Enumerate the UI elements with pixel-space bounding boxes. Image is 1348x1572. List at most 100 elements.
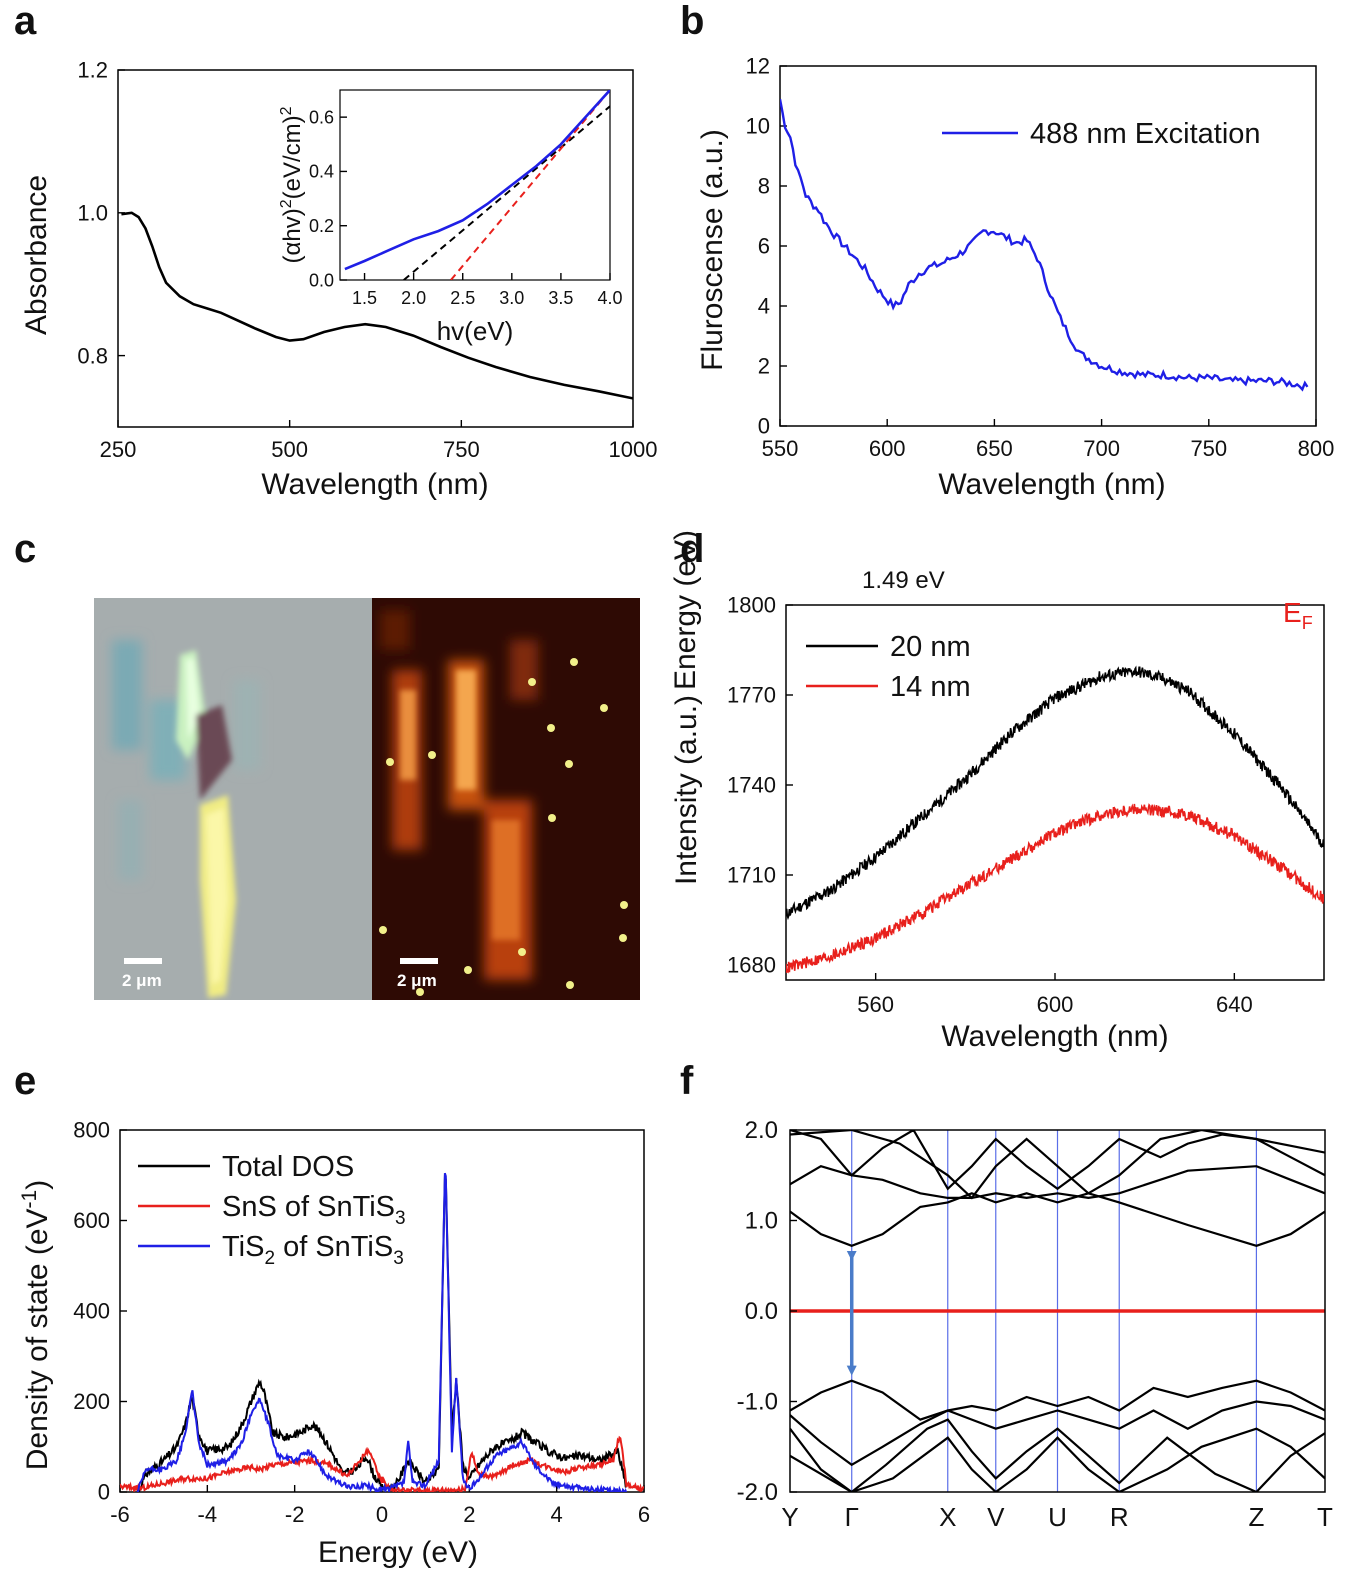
- panel-f: f 1.49 eV EF Y Γ X V U R Z T 2.0 1.0 0.0 -1.0 -2.0 E…: [669, 530, 1333, 1532]
- band-structure: [790, 1130, 1325, 1492]
- inset-data-line: [344, 90, 610, 271]
- legend: Total DOS SnS of SnTiS3 TiS2 of SnTiS3: [138, 1151, 406, 1269]
- x-axis-label: Energy (eV): [318, 1536, 478, 1569]
- axis-ticks: 250 500 750 1000 0.8 1.0 1.2: [77, 58, 657, 462]
- x-tick-label: -6: [110, 1502, 130, 1527]
- x-tick-label: 6: [638, 1502, 650, 1527]
- band-line-5: [790, 1400, 1325, 1467]
- legend: 488 nm Excitation: [942, 118, 1261, 150]
- y-tick-label: 1680: [727, 953, 776, 978]
- x-tick-label: 750: [443, 437, 480, 462]
- scale-bar-label: 2 μm: [122, 971, 162, 990]
- y-axis-label: Energy (eV): [669, 530, 702, 690]
- x-tick-label: 1.5: [352, 288, 377, 308]
- plot-frame: [785, 604, 1325, 981]
- k-point-label: V: [987, 1502, 1005, 1532]
- x-tick-label: 3.5: [548, 288, 573, 308]
- y-tick-label: 1740: [727, 773, 776, 798]
- y-tick-label: 0.0: [309, 270, 334, 290]
- panel-b: b 550 600 650 700 750 800 0 2 4 6 8 10 12 Wavelength…: [680, 0, 1334, 501]
- inset-chart: 1.5 2.0 2.5 3.0 3.5 4.0 0.0 0.2 0.4 0.6 hv(eV) (α…: [278, 89, 623, 346]
- inset-axis-ticks: 1.5 2.0 2.5 3.0 3.5 4.0 0.0 0.2 0.4 0.6: [309, 107, 623, 308]
- y-tick-label: 0: [758, 414, 770, 439]
- legend: 20 nm 14 nm: [806, 631, 971, 703]
- inset-y-axis-label: (αhv)2(eV/cm)2: [278, 106, 306, 263]
- x-tick-label: 4: [551, 1502, 563, 1527]
- plot-frame: [117, 69, 634, 428]
- total-dos-line: [136, 1175, 627, 1492]
- y-tick-label: 12: [746, 54, 770, 79]
- x-axis-label: Wavelength (nm): [938, 468, 1165, 501]
- x-tick-label: 560: [857, 992, 894, 1017]
- legend-entry: 14 nm: [890, 671, 971, 703]
- inset-frame: [339, 89, 611, 281]
- y-tick-label: -2.0: [737, 1479, 778, 1506]
- y-tick-label: 1770: [727, 683, 776, 708]
- y-tick-label: 0.8: [77, 343, 108, 368]
- axis-ticks: Y Γ X V U R Z T 2.0 1.0 0.0 -1.0 -2.0: [737, 1117, 1333, 1532]
- y-tick-label: 6: [758, 234, 770, 259]
- k-point-label: X: [939, 1502, 956, 1532]
- scale-bar-label: 2 μm: [397, 971, 437, 990]
- band-line-1: [790, 1165, 1325, 1200]
- y-tick-label: 400: [73, 1299, 110, 1324]
- x-tick-label: 1000: [609, 437, 658, 462]
- x-tick-label: 700: [1083, 436, 1120, 461]
- y-tick-label: 0.6: [309, 107, 334, 127]
- y-axis-label: Intensity (a.u.): [670, 695, 703, 885]
- optical-micrograph: [94, 598, 372, 1000]
- scale-bar: [400, 958, 438, 964]
- y-tick-label: 1710: [727, 863, 776, 888]
- fluorescence-map: [372, 598, 640, 1000]
- x-axis-label: Wavelength (nm): [261, 468, 488, 501]
- panel-a: a 250 500 750 1000 0.8 1.0 1.2 Wavelength (nm)…: [14, 0, 657, 501]
- k-point-label: U: [1048, 1502, 1067, 1532]
- panel-label: c: [14, 527, 36, 571]
- x-tick-label: 2.5: [450, 288, 475, 308]
- y-tick-label: 2.0: [745, 1117, 778, 1144]
- series-line-20nm: [786, 665, 1324, 921]
- x-tick-label: 650: [976, 436, 1013, 461]
- panel-label: f: [680, 1059, 694, 1103]
- y-axis-label: Absorbance: [20, 175, 53, 335]
- panel-label: b: [680, 0, 704, 43]
- y-tick-label: 8: [758, 174, 770, 199]
- y-tick-label: 0.4: [309, 162, 334, 182]
- legend-entry: SnS of SnTiS3: [222, 1191, 406, 1229]
- x-tick-label: 600: [1037, 992, 1074, 1017]
- band-line-7: [790, 1427, 1325, 1492]
- band-line-4: [790, 1379, 1325, 1421]
- x-tick-label: 2.0: [401, 288, 426, 308]
- panel-e: e -6 -4 -2 0 2 4 6 0 200 400 600 800 Energy (eV) De…: [14, 1059, 650, 1569]
- x-tick-label: 640: [1216, 992, 1253, 1017]
- y-tick-label: 1.2: [77, 58, 108, 83]
- panel-label: a: [14, 0, 37, 43]
- axis-ticks: -6 -4 -2 0 2 4 6 0 200 400 600 800: [73, 1118, 650, 1527]
- x-tick-label: -4: [198, 1502, 218, 1527]
- x-tick-label: -2: [285, 1502, 305, 1527]
- legend-entry: TiS2 of SnTiS3: [222, 1231, 404, 1269]
- x-tick-label: 600: [869, 436, 906, 461]
- inset-fit-line-red: [450, 90, 610, 280]
- y-tick-label: 1.0: [77, 201, 108, 226]
- y-axis-label: Fluroscense (a.u.): [696, 129, 729, 371]
- y-tick-label: 1.0: [745, 1208, 778, 1235]
- inset-x-axis-label: hv(eV): [437, 316, 514, 346]
- fermi-level-label: EF: [1283, 597, 1313, 633]
- scale-bar: [124, 958, 162, 964]
- legend-entry: 20 nm: [890, 631, 971, 663]
- k-point-label: Γ: [845, 1502, 859, 1532]
- band-line-0: [790, 1192, 1325, 1247]
- band-line-6: [790, 1418, 1325, 1492]
- inset-fit-line-black: [403, 105, 610, 280]
- y-tick-label: 10: [746, 114, 770, 139]
- y-tick-label: 2: [758, 354, 770, 379]
- fluorescence-series-line: [780, 98, 1309, 392]
- k-point-label: Z: [1248, 1502, 1264, 1532]
- series-line-14nm: [786, 803, 1324, 974]
- y-tick-label: 800: [73, 1118, 110, 1143]
- y-tick-label: 4: [758, 294, 770, 319]
- y-axis-label: Density of state (eV-1): [18, 1180, 54, 1470]
- bandgap-label: 1.49 eV: [862, 567, 945, 594]
